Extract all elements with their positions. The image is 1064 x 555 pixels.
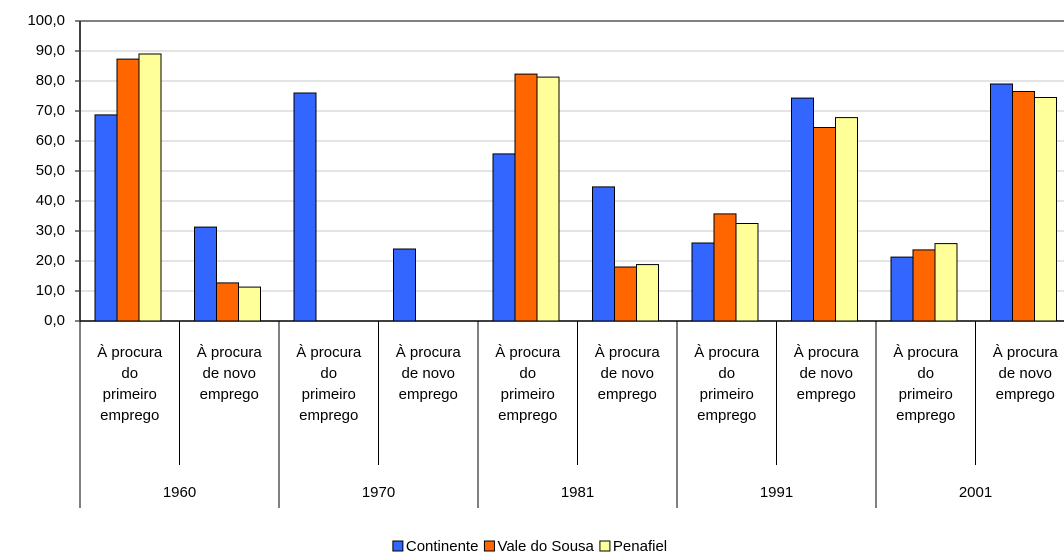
group-label: 1991 — [760, 484, 793, 501]
legend-swatch — [599, 540, 611, 552]
bar — [293, 92, 317, 322]
x-tick-label: À procura de novo emprego — [395, 344, 461, 403]
bar — [1034, 97, 1057, 322]
y-tick-label: 80,0 — [36, 72, 65, 89]
group-label: 1970 — [362, 484, 395, 501]
bar — [713, 213, 737, 322]
legend-label: Vale do Sousa — [497, 538, 594, 555]
bar — [138, 53, 162, 322]
x-tick-label: À procura de novo emprego — [793, 344, 859, 403]
legend-label: Penafiel — [613, 538, 667, 555]
bar — [813, 127, 836, 322]
bar — [393, 248, 416, 322]
y-tick-label: 0,0 — [44, 312, 65, 329]
bar — [492, 153, 516, 322]
x-tick-label: À procura de novo emprego — [992, 344, 1058, 403]
bar — [1012, 91, 1035, 322]
y-tick-label: 40,0 — [36, 192, 65, 209]
y-tick-label: 10,0 — [36, 282, 65, 299]
x-tick-label: À procura do primeiro emprego — [495, 344, 561, 424]
bar — [691, 242, 715, 322]
bar — [835, 117, 858, 322]
x-tick-label: À procura do primeiro emprego — [97, 344, 163, 424]
bar — [912, 249, 936, 322]
x-tick-label: À procura de novo emprego — [196, 344, 262, 403]
y-tick-label: 100,0 — [27, 12, 65, 29]
bar — [890, 256, 914, 322]
x-tick-label: À procura de novo emprego — [594, 344, 660, 403]
y-tick-label: 20,0 — [36, 252, 65, 269]
bar — [791, 97, 814, 322]
bar — [735, 223, 759, 322]
legend-label: Continente — [406, 538, 479, 555]
bar — [636, 264, 659, 322]
y-tick-label: 50,0 — [36, 162, 65, 179]
bar — [216, 282, 239, 322]
group-label: 1960 — [163, 484, 196, 501]
bar — [116, 58, 140, 322]
y-tick-label: 90,0 — [36, 42, 65, 59]
bar — [934, 243, 958, 322]
x-tick-label: À procura do primeiro emprego — [893, 344, 959, 424]
bar — [238, 286, 261, 322]
y-tick-label: 30,0 — [36, 222, 65, 239]
y-tick-label: 60,0 — [36, 132, 65, 149]
group-label: 1981 — [561, 484, 594, 501]
bar — [514, 73, 538, 322]
group-label: 2001 — [959, 484, 992, 501]
legend-swatch — [392, 540, 404, 552]
bar — [536, 76, 560, 322]
x-tick-label: À procura do primeiro emprego — [296, 344, 362, 424]
bar — [194, 226, 217, 322]
bar — [990, 83, 1013, 322]
x-tick-label: À procura do primeiro emprego — [694, 344, 760, 424]
legend-swatch — [483, 540, 495, 552]
bar — [94, 114, 118, 322]
bar — [592, 186, 615, 322]
bar — [614, 266, 637, 322]
y-tick-label: 70,0 — [36, 102, 65, 119]
